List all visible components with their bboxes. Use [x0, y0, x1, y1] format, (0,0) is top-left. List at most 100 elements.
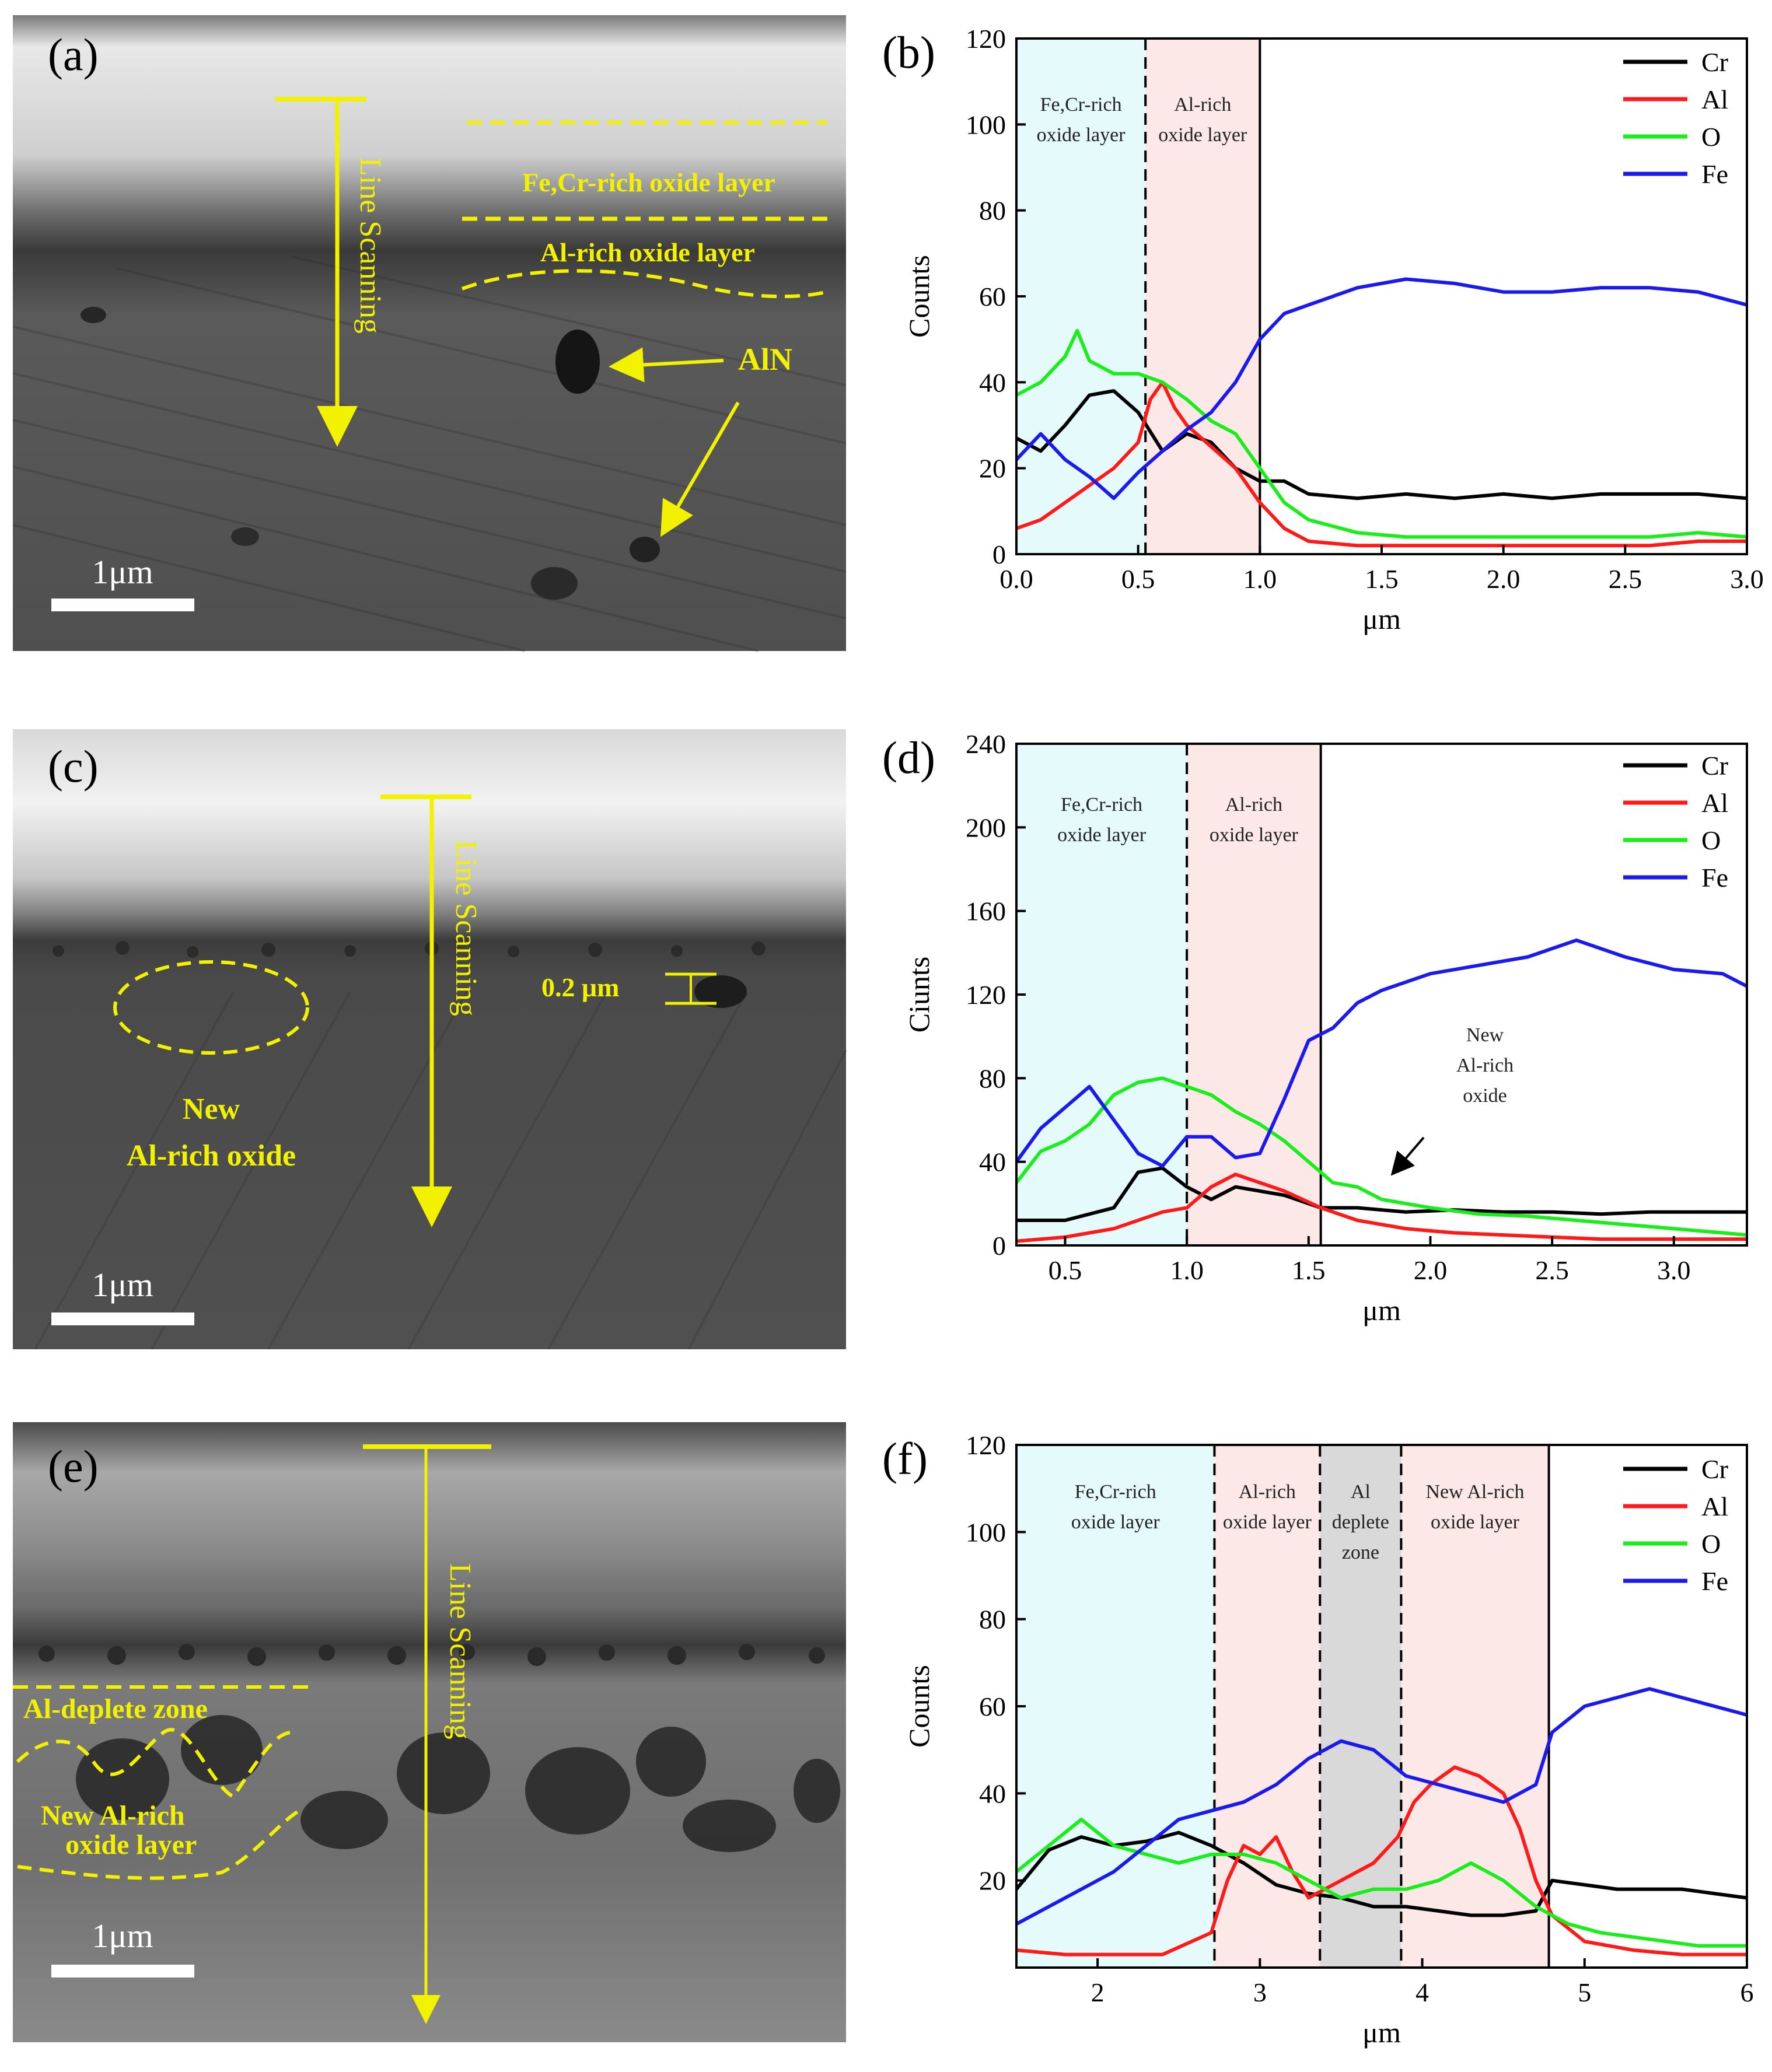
x-tick-label-b-5: 2.5 — [1609, 564, 1642, 594]
series-cr-b — [1015, 389, 1747, 501]
annotation-d-0: New — [1466, 1024, 1504, 1046]
legend-label-fe-d: Fe — [1701, 863, 1728, 892]
x-tick-label-b-4: 2.0 — [1487, 564, 1521, 594]
legend-label-o-b: O — [1701, 122, 1721, 152]
y-tick-label-d-0: 0 — [992, 1231, 1006, 1261]
x-tick-label-d-3: 2.0 — [1414, 1255, 1448, 1285]
panel-letter-e: (e) — [48, 1441, 99, 1492]
y-tick-label-f-2: 60 — [979, 1692, 1006, 1721]
band-label-b-0-0: Fe,Cr-rich — [1040, 94, 1122, 116]
y-tick-label-d-3: 120 — [966, 980, 1006, 1010]
series-cr-f — [1015, 1831, 1747, 1917]
y-tick-label-b-3: 60 — [979, 282, 1006, 312]
series-al-f — [1016, 1765, 1747, 1957]
scale-bar-label-e: 1μm — [92, 1917, 153, 1955]
aln-arrow-2 — [660, 401, 740, 537]
y-tick-label-b-0: 0 — [992, 540, 1006, 569]
band-b-0 — [1016, 38, 1146, 554]
band-label-f-1-0: Al-rich — [1239, 1481, 1296, 1503]
y-tick-label-f-0: 20 — [979, 1866, 1006, 1896]
legend-label-fe-b: Fe — [1701, 159, 1728, 189]
y-tick-label-f-1: 40 — [979, 1779, 1006, 1808]
scale-bar-a — [51, 598, 194, 611]
band-label-f-0-0: Fe,Cr-rich — [1075, 1481, 1156, 1503]
new-oxide-ellipse-c — [113, 960, 309, 1055]
panel-letter-a: (a) — [48, 29, 99, 80]
series-al-b — [1016, 380, 1747, 548]
legend-label-al-f: Al — [1701, 1492, 1728, 1521]
legend-label-al-b: Al — [1701, 85, 1728, 114]
x-tick-label-d-4: 2.5 — [1535, 1255, 1569, 1285]
y-tick-label-b-5: 100 — [966, 110, 1006, 139]
sem-image-a: Line Scanning Fe,Cr-rich oxide layer Al-… — [12, 15, 847, 652]
panel-letter-b: (b) — [882, 27, 935, 78]
line-scan-label-a: Line Scanning — [354, 158, 387, 334]
legend-label-al-d: Al — [1701, 788, 1728, 818]
chart-b: Fe,Cr-rich oxide layer Al-rich oxide layer 0… — [882, 24, 1764, 635]
y-tick-label-d-2: 80 — [979, 1063, 1006, 1093]
x-tick-label-b-3: 1.5 — [1365, 564, 1399, 594]
band-f-2 — [1320, 1445, 1401, 1968]
band-label-f-3-0: New Al-rich — [1425, 1481, 1524, 1503]
panel-letter-c: (c) — [48, 741, 99, 792]
line-scan-label-c: Line Scanning — [449, 840, 483, 1016]
annotation-arrow-d — [1390, 1136, 1425, 1176]
x-tick-label-f-0: 2 — [1091, 1978, 1105, 2007]
series-al-d — [1016, 1172, 1747, 1243]
sem-image-c: Line Scanning New Al-rich oxide 0.2 μm (… — [13, 729, 847, 1350]
band-label-f-2-1: deplete — [1332, 1511, 1389, 1533]
new-oxide-label-c-2: Al-rich oxide — [127, 1139, 296, 1172]
scale-bar-label-c: 1μm — [92, 1266, 153, 1304]
x-tick-label-d-0: 0.5 — [1048, 1255, 1082, 1285]
band-label-d-0-1: oxide layer — [1057, 824, 1147, 846]
legend-label-fe-f: Fe — [1701, 1566, 1728, 1596]
band-label-b-1-0: Al-rich — [1174, 94, 1231, 116]
y-tick-label-b-4: 80 — [979, 196, 1006, 226]
y-tick-label-b-6: 120 — [966, 24, 1006, 54]
annotation-d-1: Al-rich — [1456, 1055, 1514, 1076]
band-label-d-0-0: Fe,Cr-rich — [1061, 794, 1142, 816]
series-fe-f — [1015, 1687, 1747, 1926]
legend-label-o-f: O — [1701, 1529, 1721, 1559]
sem-image-e: Line Scanning Al-deplete zone New Al-ric… — [13, 1422, 846, 2042]
y-tick-label-f-4: 100 — [966, 1517, 1006, 1547]
band-label-b-1-1: oxide layer — [1158, 124, 1247, 146]
x-tick-label-b-0: 0.0 — [999, 564, 1033, 594]
band-label-f-2-0: Al — [1351, 1481, 1371, 1503]
series-fe-d — [1015, 938, 1748, 1168]
x-tick-label-f-3: 5 — [1578, 1978, 1591, 2007]
aln-arrow-1 — [609, 347, 724, 383]
new-oxide-label-e-1: New Al-rich — [41, 1800, 185, 1831]
band-d-1 — [1187, 744, 1321, 1245]
y-tick-label-b-1: 20 — [979, 454, 1006, 484]
x-tick-label-f-2: 4 — [1415, 1978, 1429, 2007]
legend-label-o-d: O — [1701, 825, 1721, 855]
series-o-d — [1015, 1076, 1747, 1237]
new-oxide-label-c-1: New — [183, 1093, 240, 1126]
y-tick-label-d-4: 160 — [966, 897, 1006, 926]
x-tick-label-f-1: 3 — [1253, 1978, 1267, 2007]
y-axis-label-f: Counts — [903, 1665, 935, 1748]
band-label-b-0-1: oxide layer — [1037, 124, 1126, 146]
y-tick-label-d-6: 240 — [966, 729, 1006, 759]
x-tick-label-b-1: 0.5 — [1121, 564, 1155, 594]
scale-bar-label-a: 1μm — [92, 553, 153, 591]
band-label-f-1-1: oxide layer — [1223, 1511, 1312, 1533]
chart-d: Fe,Cr-rich oxide layer Al-rich oxide layer 0… — [882, 729, 1748, 1326]
band-label-f-0-1: oxide layer — [1071, 1511, 1161, 1533]
panel-letter-d: (d) — [882, 732, 935, 783]
band-label-d-1-0: Al-rich — [1225, 794, 1282, 816]
y-tick-label-d-1: 40 — [979, 1147, 1006, 1177]
scale-bar-e — [51, 1965, 194, 1978]
x-tick-label-b-6: 3.0 — [1730, 564, 1764, 594]
band-label-f-2-2: zone — [1342, 1542, 1379, 1563]
band-d-0 — [1016, 744, 1187, 1245]
x-axis-label-b: μm — [1362, 603, 1401, 635]
series-o-b — [1015, 328, 1747, 539]
chart-f: Fe,Cr-rich oxide layer Al-rich oxide layer A… — [882, 1430, 1754, 2049]
x-axis-label-d: μm — [1362, 1294, 1401, 1326]
y-tick-label-f-5: 120 — [966, 1430, 1006, 1460]
y-tick-label-d-5: 200 — [966, 813, 1006, 842]
x-tick-label-d-5: 3.0 — [1657, 1255, 1691, 1285]
